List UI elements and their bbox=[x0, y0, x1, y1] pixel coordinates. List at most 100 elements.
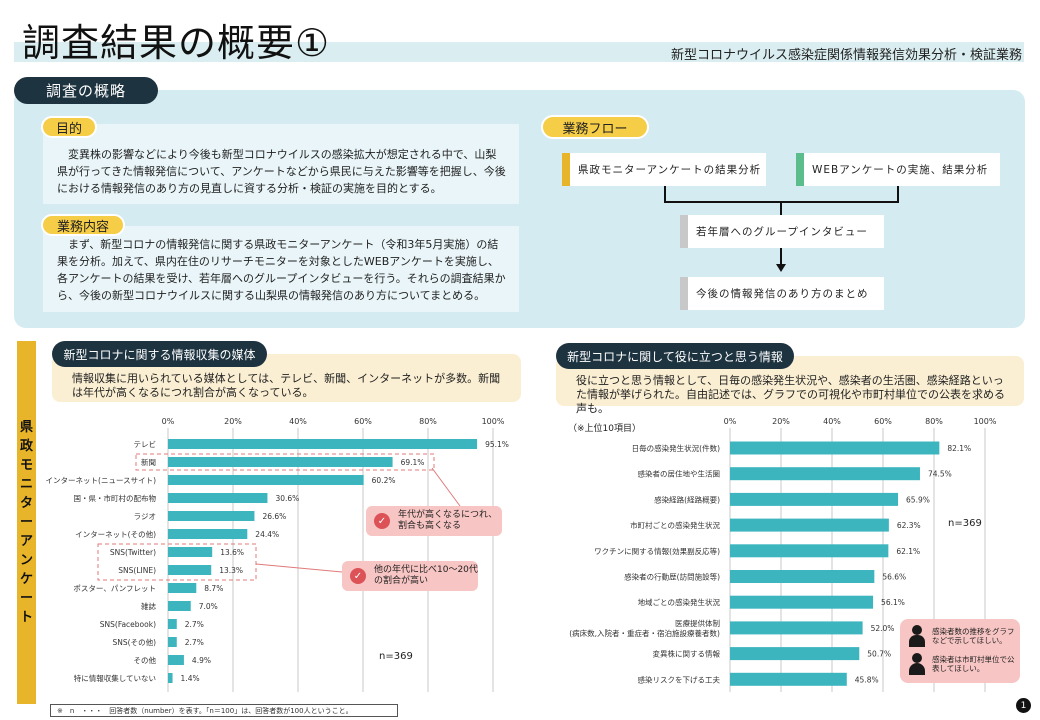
bar bbox=[168, 529, 248, 539]
flow-bar-green bbox=[796, 153, 804, 186]
category-label: SNS(LINE) bbox=[118, 566, 156, 575]
tick-label: 40% bbox=[289, 417, 307, 426]
flow-box-summary: 今後の情報発信のあり方のまとめ bbox=[680, 277, 884, 310]
value-label: 82.1% bbox=[947, 444, 971, 453]
callout-sns-text: 他の年代に比べ10～20代の割合が高い bbox=[374, 565, 478, 586]
bar bbox=[730, 672, 847, 686]
category-label: テレビ bbox=[134, 440, 157, 449]
flow-box-monitor-label: 県政モニターアンケートの結果分析 bbox=[578, 164, 762, 176]
callout-newspaper-text: 年代が高くなるにつれ、割合も高くなる bbox=[398, 510, 498, 531]
bar bbox=[168, 673, 173, 683]
flow-line bbox=[664, 186, 666, 202]
value-label: 1.4% bbox=[181, 674, 200, 683]
category-label: 市町村ごとの感染発生状況 bbox=[630, 520, 720, 530]
value-label: 60.2% bbox=[372, 476, 396, 485]
highlight-box bbox=[135, 453, 435, 471]
bar bbox=[730, 647, 860, 661]
flow-bar-gray bbox=[680, 277, 688, 310]
bar bbox=[730, 621, 863, 635]
down-arrow-icon bbox=[776, 264, 786, 272]
tick-label: 20% bbox=[772, 417, 790, 426]
side-label-char: ア bbox=[19, 534, 33, 549]
bar bbox=[730, 595, 874, 609]
value-label: 56.1% bbox=[881, 598, 905, 607]
bar bbox=[168, 601, 191, 611]
tick-label: 80% bbox=[419, 417, 437, 426]
comment-row: 感染者は市町村単位で公表してほしい。 bbox=[908, 653, 1020, 675]
category-label: (病床数,入院者・重症者・宿泊施設療養者数) bbox=[569, 628, 720, 638]
flow-box-interview: 若年層へのグループインタビュー bbox=[680, 215, 884, 248]
category-label: ラジオ bbox=[134, 512, 156, 521]
callout-newspaper: ✓ 年代が高くなるにつれ、割合も高くなる bbox=[366, 506, 502, 536]
tick-label: 100% bbox=[974, 417, 997, 426]
tick-label: 20% bbox=[224, 417, 242, 426]
comment-text: 感染者は市町村単位で公表してほしい。 bbox=[932, 655, 1015, 673]
category-label: 新聞 bbox=[141, 457, 156, 467]
highlight-box bbox=[97, 543, 257, 581]
side-label-char: モ bbox=[19, 458, 33, 473]
flow-box-web-label: WEBアンケートの実施、結果分析 bbox=[812, 164, 989, 176]
category-label: 雑誌 bbox=[141, 601, 156, 611]
flow-box-monitor: 県政モニターアンケートの結果分析 bbox=[562, 153, 766, 186]
bar bbox=[168, 637, 177, 647]
value-label: 69.1% bbox=[401, 458, 425, 467]
page-number: 1 bbox=[1016, 698, 1031, 713]
callout-connector bbox=[431, 467, 461, 507]
category-label: 変異株に関する情報 bbox=[653, 649, 721, 659]
bar bbox=[168, 493, 268, 503]
person-icon bbox=[908, 625, 926, 647]
flow-label: 業務フロー bbox=[541, 115, 649, 139]
value-label: 13.3% bbox=[219, 566, 243, 575]
overview-tab: 調査の概略 bbox=[14, 77, 158, 104]
work-label: 業務内容 bbox=[41, 214, 125, 236]
value-label: 30.6% bbox=[275, 494, 299, 503]
side-label-char: ー bbox=[19, 515, 33, 530]
category-label: SNS(Facebook) bbox=[100, 620, 156, 629]
work-text: まず、新型コロナの情報発信に関する県政モニターアンケート（令和3年5月実施）の結… bbox=[43, 226, 519, 312]
tick-label: 80% bbox=[925, 417, 943, 426]
category-label: インターネット(ニュースサイト) bbox=[46, 476, 157, 485]
flow-line bbox=[780, 201, 782, 215]
value-label: 7.0% bbox=[199, 602, 218, 611]
tick-label: 60% bbox=[874, 417, 892, 426]
right-n-label: n=369 bbox=[948, 518, 982, 529]
side-label-char: 政 bbox=[19, 439, 33, 454]
value-label: 45.8% bbox=[855, 675, 879, 684]
side-label-char: タ bbox=[19, 496, 33, 511]
value-label: 74.5% bbox=[928, 470, 952, 479]
media-chart: 0% 20% 40% 60% 80% 100% 95.1% テレビ 69.1% 新聞 60.2% イン… bbox=[46, 417, 509, 692]
category-label: 医療提供体制 bbox=[675, 618, 720, 628]
bar bbox=[730, 492, 899, 506]
side-label-char: ー bbox=[19, 591, 33, 606]
tick-label: 40% bbox=[823, 417, 841, 426]
flow-box-interview-label: 若年層へのグループインタビュー bbox=[696, 226, 868, 238]
footnote: ※ n ・・・ 回答者数（number）を表す。「n＝100」は、回答者数が10… bbox=[50, 704, 398, 717]
flow-line bbox=[897, 186, 899, 202]
category-label: 感染リスクを下げる工夫 bbox=[638, 674, 721, 684]
side-label-char: ト bbox=[19, 610, 33, 625]
category-label: 感染経路(経路概要) bbox=[654, 494, 720, 504]
flow-box-summary-label: 今後の情報発信のあり方のまとめ bbox=[696, 288, 869, 300]
bar bbox=[168, 457, 393, 467]
value-label: 8.7% bbox=[204, 584, 223, 593]
check-icon: ✓ bbox=[374, 513, 390, 529]
category-label: インターネット(その他) bbox=[75, 529, 156, 539]
person-icon bbox=[908, 653, 926, 675]
category-label: SNS(その他) bbox=[113, 637, 157, 647]
bar bbox=[168, 619, 177, 629]
purpose-text: 変異株の影響などにより今後も新型コロナウイルスの感染拡大が想定される中で、山梨県… bbox=[43, 124, 519, 204]
category-label: 地域ごとの感染発生状況 bbox=[638, 597, 721, 607]
side-label-char: ニ bbox=[19, 477, 33, 492]
flow-bar-orange bbox=[562, 153, 570, 186]
value-label: 95.1% bbox=[485, 440, 509, 449]
left-n-label: n=369 bbox=[379, 651, 413, 662]
tick-label: 60% bbox=[354, 417, 372, 426]
check-icon: ✓ bbox=[350, 568, 366, 584]
side-label-char: ン bbox=[19, 553, 33, 568]
category-label: 感染者の行動歴(訪問施設等) bbox=[624, 572, 720, 582]
value-label: 56.6% bbox=[882, 573, 906, 582]
category-label: SNS(Twitter) bbox=[110, 548, 156, 557]
category-label: その他 bbox=[134, 655, 157, 665]
flow-box-web: WEBアンケートの実施、結果分析 bbox=[796, 153, 1000, 186]
title-band bbox=[14, 42, 1024, 62]
